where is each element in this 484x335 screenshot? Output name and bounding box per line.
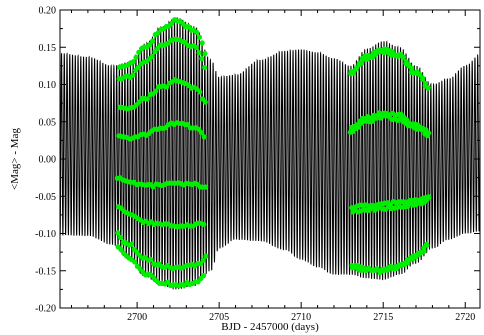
y-tick-label: -0.20: [35, 304, 56, 315]
y-axis: -0.20 -0.15 -0.10 -0.05 0.00 0.05 0.10 0.15 0.20: [35, 6, 480, 315]
green-data-point: [149, 53, 155, 59]
green-data-point: [132, 259, 138, 265]
green-data-point: [136, 49, 142, 55]
green-data-point: [135, 64, 142, 70]
green-data-point: [130, 72, 136, 78]
green-data-point: [359, 60, 365, 66]
green-data-point: [194, 29, 200, 35]
series-green-observations: [114, 17, 432, 289]
green-data-point: [417, 71, 423, 78]
green-data-point: [115, 230, 121, 236]
green-data-point: [118, 246, 124, 253]
y-tick-label: 0.20: [39, 6, 57, 17]
green-data-point: [144, 96, 150, 102]
green-data-point: [193, 44, 199, 50]
x-tick-label: 2700: [127, 312, 147, 323]
green-data-point: [130, 59, 136, 65]
green-data-point: [406, 62, 412, 68]
plot-data-area: [60, 17, 480, 290]
x-tick-label: 2705: [209, 312, 229, 323]
green-data-point: [148, 256, 154, 263]
green-data-point: [356, 124, 362, 130]
green-data-point: [426, 194, 432, 200]
y-tick-label: 0.10: [39, 80, 57, 91]
green-data-point: [153, 88, 159, 94]
green-data-point: [400, 54, 407, 60]
green-data-point: [201, 64, 208, 71]
green-data-point: [196, 50, 202, 56]
green-data-point: [200, 257, 206, 263]
green-data-point: [389, 48, 396, 55]
x-tick-label: 2710: [291, 312, 311, 323]
y-tick-label: -0.05: [35, 192, 56, 203]
x-tick-label: 2715: [373, 312, 393, 323]
green-data-point: [147, 42, 153, 48]
green-data-point: [149, 38, 156, 44]
green-data-point: [420, 75, 426, 81]
green-data-point: [164, 84, 170, 90]
y-axis-label: <Mag> - Mag: [9, 128, 21, 190]
green-data-point: [202, 51, 208, 57]
green-data-point: [201, 134, 207, 140]
green-data-point: [202, 99, 208, 105]
green-data-point: [196, 34, 203, 40]
green-data-point: [155, 30, 161, 36]
green-data-point: [422, 80, 429, 86]
green-data-point: [185, 23, 191, 30]
y-tick-label: -0.10: [35, 229, 56, 240]
green-data-point: [136, 99, 142, 105]
green-data-point: [421, 248, 427, 254]
green-data-point: [199, 56, 205, 62]
green-data-point: [117, 234, 124, 240]
x-tick-label: 2720: [455, 312, 475, 323]
green-data-point: [128, 241, 135, 247]
green-data-point: [169, 20, 175, 26]
y-tick-label: 0.00: [39, 155, 57, 166]
green-data-point: [409, 65, 415, 72]
green-data-point: [201, 221, 207, 227]
green-data-point: [424, 242, 430, 248]
green-data-point: [203, 184, 209, 190]
green-data-point: [198, 130, 205, 136]
green-data-point: [200, 273, 207, 279]
y-tick-label: -0.15: [35, 266, 56, 277]
x-axis-label: BJD - 2457000 (days): [221, 321, 319, 333]
green-data-point: [197, 89, 203, 95]
x-axis: 2700 2705 2710 2715 2720: [70, 10, 475, 323]
green-data-point: [199, 40, 205, 46]
green-data-point: [133, 54, 139, 60]
green-data-point: [425, 85, 431, 91]
green-data-point: [426, 130, 432, 136]
y-tick-label: 0.15: [39, 43, 57, 54]
green-data-point: [197, 261, 204, 267]
y-tick-label: 0.05: [39, 117, 57, 128]
green-data-point: [203, 253, 209, 259]
